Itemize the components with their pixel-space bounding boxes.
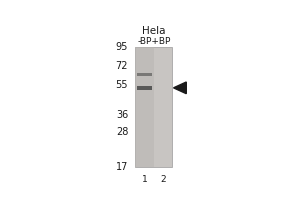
Bar <box>135 47 172 167</box>
Polygon shape <box>173 82 186 94</box>
Text: 28: 28 <box>116 127 128 137</box>
Text: 36: 36 <box>116 110 128 120</box>
Text: 1: 1 <box>142 175 147 184</box>
Text: Hela: Hela <box>142 26 166 36</box>
Text: 95: 95 <box>116 42 128 52</box>
Bar <box>137 86 152 90</box>
Text: 72: 72 <box>116 61 128 71</box>
Text: 2: 2 <box>160 175 166 184</box>
Text: 55: 55 <box>116 80 128 90</box>
Text: -BP+BP: -BP+BP <box>137 37 170 46</box>
Text: 17: 17 <box>116 162 128 172</box>
Bar <box>135 47 154 167</box>
Bar <box>137 73 152 76</box>
